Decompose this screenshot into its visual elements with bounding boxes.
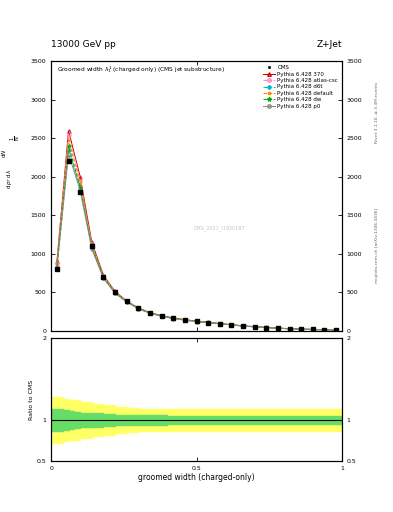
Text: $\mathrm{d}\,p_T\,\mathrm{d}\,\lambda$: $\mathrm{d}\,p_T\,\mathrm{d}\,\lambda$ — [6, 169, 14, 189]
Text: $\frac{1}{\mathrm{N}}$: $\frac{1}{\mathrm{N}}$ — [9, 135, 23, 141]
Text: 13000 GeV pp: 13000 GeV pp — [51, 39, 116, 49]
Text: CMS_2021_I1920187: CMS_2021_I1920187 — [194, 225, 246, 231]
Legend: CMS, Pythia 6.428 370, Pythia 6.428 atlas-csc, Pythia 6.428 d6t, Pythia 6.428 de: CMS, Pythia 6.428 370, Pythia 6.428 atla… — [262, 64, 339, 110]
Text: Groomed width $\lambda_1^1$ (charged only) (CMS jet substructure): Groomed width $\lambda_1^1$ (charged onl… — [57, 64, 225, 75]
Text: mcplots.cern.ch [arXiv:1306.3436]: mcplots.cern.ch [arXiv:1306.3436] — [375, 208, 379, 283]
Y-axis label: Ratio to CMS: Ratio to CMS — [29, 379, 34, 420]
X-axis label: groomed width (charged-only): groomed width (charged-only) — [138, 474, 255, 482]
Text: Z+Jet: Z+Jet — [316, 39, 342, 49]
Text: Rivet 3.1.10, ≥ 3.3M events: Rivet 3.1.10, ≥ 3.3M events — [375, 82, 379, 143]
Text: $\mathrm{d}N$: $\mathrm{d}N$ — [0, 149, 8, 158]
